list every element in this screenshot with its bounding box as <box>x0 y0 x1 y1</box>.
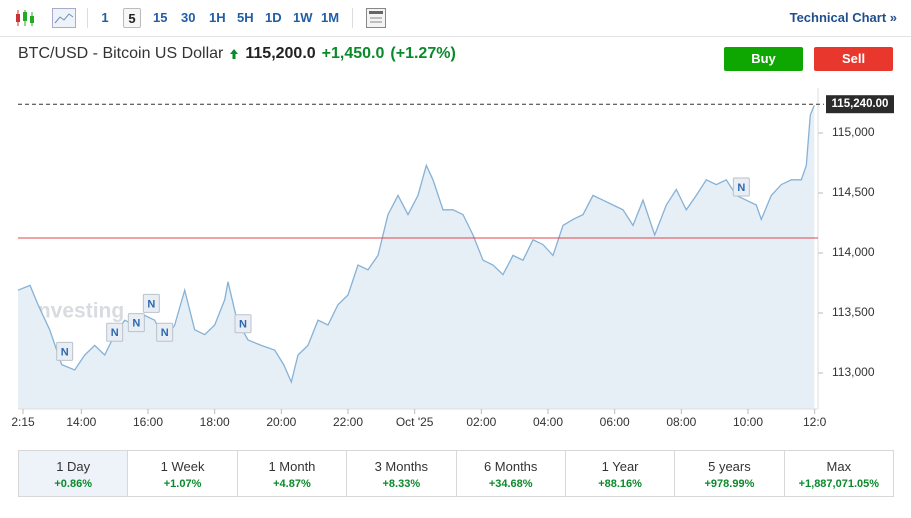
buy-button[interactable]: Buy <box>724 47 803 71</box>
interval-button[interactable]: 1 <box>101 10 109 25</box>
price-chart: Investing 115,240.00 113,000 113,500 114,000… <box>11 88 894 429</box>
x-tick-label: 14:00 <box>66 415 96 429</box>
period-label: 5 years <box>708 459 751 474</box>
x-tick-label: 2:15 <box>11 415 35 429</box>
x-tick-label: 20:00 <box>266 415 296 429</box>
candle-icon[interactable] <box>14 8 36 28</box>
period-label: 1 Year <box>601 459 639 474</box>
period-cell[interactable]: Max +1,887,071.05% <box>785 451 893 496</box>
period-cell[interactable]: 1 Month +4.87% <box>238 451 348 496</box>
period-change: +1,887,071.05% <box>798 478 880 490</box>
x-tick-label: 12:0 <box>803 415 827 429</box>
interval-button[interactable]: 15 <box>153 10 168 25</box>
period-cell[interactable]: 1 Week +1.07% <box>128 451 238 496</box>
last-price-box <box>826 95 894 114</box>
up-arrow <box>230 49 239 59</box>
period-cell[interactable]: 1 Year +88.16% <box>566 451 676 496</box>
news-marker <box>127 313 145 333</box>
interval-button[interactable]: 1W <box>293 10 313 25</box>
period-label: 1 Month <box>268 459 316 474</box>
period-change: +0.86% <box>54 478 92 490</box>
interval-button[interactable]: 5 <box>123 8 141 28</box>
indicator-icon[interactable] <box>366 8 386 28</box>
period-label: Max <box>826 459 852 474</box>
x-tick-label: 18:00 <box>200 415 230 429</box>
news-marker <box>732 177 750 197</box>
x-tick-label: 22:00 <box>333 415 363 429</box>
period-label: 1 Day <box>56 459 91 474</box>
period-cell[interactable]: 3 Months +8.33% <box>347 451 457 496</box>
period-change: +8.33% <box>382 478 421 490</box>
news-marker-label: N <box>147 298 155 310</box>
separator <box>87 8 88 28</box>
interval-button[interactable]: 5H <box>237 10 254 25</box>
toolbar: 1 5 15 30 1H 5H 1D 1W 1M Technical Chart » <box>0 0 911 37</box>
x-tick-label: 02:00 <box>466 415 496 429</box>
y-tick-label: 114,000 <box>832 245 875 259</box>
y-tick-label: 113,000 <box>832 365 875 379</box>
news-marker-label: N <box>111 327 119 339</box>
period-change: +4.87% <box>273 478 311 490</box>
separator <box>352 8 353 28</box>
news-marker <box>56 341 74 361</box>
x-tick-label: 10:00 <box>733 415 763 429</box>
last-price-label: 115,240.00 <box>832 98 889 110</box>
change: +1,450.0 <box>321 45 385 62</box>
area <box>18 105 815 410</box>
interval-button[interactable]: 1D <box>265 10 282 25</box>
period-cell[interactable]: 1 Day +0.86% <box>19 451 129 496</box>
period-table: 1 Day +0.86% 1 Week +1.07% 1 Month +4.87% 3 Mo… <box>18 450 894 497</box>
x-tick-label: 06:00 <box>600 415 630 429</box>
period-label: 1 Week <box>160 459 205 474</box>
technical-chart-link[interactable]: Technical Chart » <box>789 10 897 25</box>
x-tick-label: Oct '25 <box>396 415 434 429</box>
news-marker-label: N <box>239 319 247 331</box>
change-percent: (+1.27%) <box>390 45 456 62</box>
period-cell[interactable]: 5 years +978.99% <box>675 451 785 496</box>
news-marker-label: N <box>737 182 745 194</box>
sell-button[interactable]: Sell <box>814 47 893 71</box>
period-label: 6 Months <box>483 459 538 474</box>
instrument-title: BTC/USD - Bitcoin US Dollar <box>18 45 224 62</box>
period-change: +1.07% <box>163 478 202 490</box>
y-tick-label: 115,000 <box>832 125 875 139</box>
watermark: Investing <box>32 300 124 323</box>
news-marker <box>234 314 252 334</box>
quote-header: BTC/USD - Bitcoin US Dollar 115,200.0 +1… <box>18 45 456 63</box>
interval-button[interactable]: 1M <box>321 10 340 25</box>
y-tick-label: 113,500 <box>832 305 875 319</box>
news-marker <box>106 322 124 342</box>
x-tick-label: 04:00 <box>533 415 563 429</box>
y-tick-label: 114,500 <box>832 185 875 199</box>
interval-button[interactable]: 30 <box>181 10 196 25</box>
period-change: +978.99% <box>704 478 755 490</box>
area-icon[interactable] <box>52 8 76 28</box>
news-marker <box>156 322 174 342</box>
period-change: +34.68% <box>488 478 533 490</box>
interval-button[interactable]: 1H <box>209 10 226 25</box>
x-tick-label: 16:00 <box>133 415 163 429</box>
period-label: 3 Months <box>374 459 429 474</box>
news-marker-label: N <box>161 327 169 339</box>
price: 115,200.0 <box>245 45 316 62</box>
news-marker <box>142 293 160 313</box>
period-cell[interactable]: 6 Months +34.68% <box>457 451 566 496</box>
period-change: +88.16% <box>598 478 642 490</box>
news-marker-label: N <box>61 346 69 358</box>
news-marker-label: N <box>132 318 140 330</box>
x-tick-label: 08:00 <box>666 415 696 429</box>
